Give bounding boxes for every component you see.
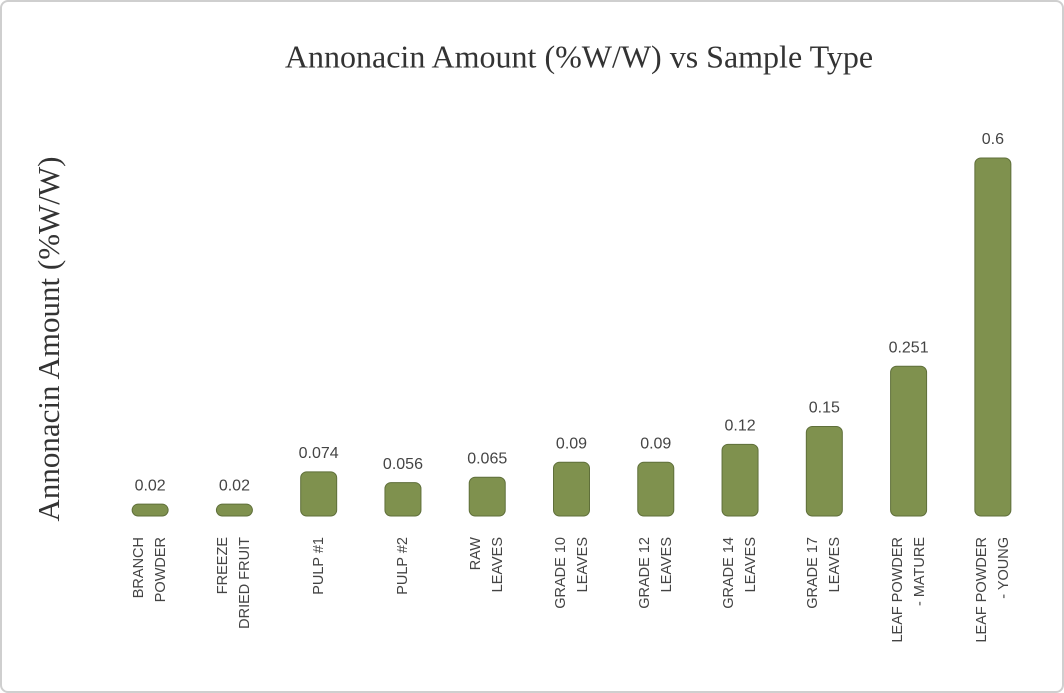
x-tick-label: GRADE 14 LEAVES xyxy=(721,537,760,609)
value-label: 0.02 xyxy=(219,477,250,494)
bar xyxy=(637,461,675,517)
value-label: 0.09 xyxy=(556,436,587,453)
x-tick-label: FREEZE DRIED FRUIT xyxy=(215,537,254,629)
bar xyxy=(890,365,928,517)
value-label: 0.6 xyxy=(982,131,1004,148)
bar xyxy=(553,461,590,517)
value-label: 0.065 xyxy=(467,450,507,467)
value-label: 0.15 xyxy=(809,400,840,417)
value-label: 0.09 xyxy=(640,436,671,453)
x-tick-label: BRANCH POWDER xyxy=(131,537,170,603)
value-label: 0.056 xyxy=(383,456,423,473)
value-label: 0.074 xyxy=(299,445,339,462)
x-tick-label: GRADE 12 LEAVES xyxy=(636,537,675,609)
bar xyxy=(300,471,338,517)
bar xyxy=(131,503,169,517)
x-tick-label: LEAF POWDER - YOUNG xyxy=(973,537,1012,643)
x-tick-label: LEAF POWDER - MATURE xyxy=(889,537,928,643)
x-tick-label: PULP #1 xyxy=(310,537,327,595)
bar xyxy=(721,443,759,517)
bar xyxy=(468,476,506,517)
x-tick-label: GRADE 10 LEAVES xyxy=(552,537,591,609)
bar xyxy=(974,157,1012,517)
bar xyxy=(384,482,422,517)
bar xyxy=(215,503,253,517)
x-tick-label: GRADE 17 LEAVES xyxy=(805,537,844,609)
x-tick-label: RAW LEAVES xyxy=(468,537,507,593)
value-label: 0.02 xyxy=(135,477,166,494)
x-tick-label: PULP #2 xyxy=(394,537,411,595)
value-label: 0.251 xyxy=(889,339,929,356)
bar xyxy=(805,426,843,517)
y-axis-label: Annonacin Amount (%W/W) xyxy=(31,156,66,521)
chart-title: Annonacin Amount (%W/W) vs Sample Type xyxy=(285,38,873,74)
value-label: 0.12 xyxy=(724,418,755,435)
